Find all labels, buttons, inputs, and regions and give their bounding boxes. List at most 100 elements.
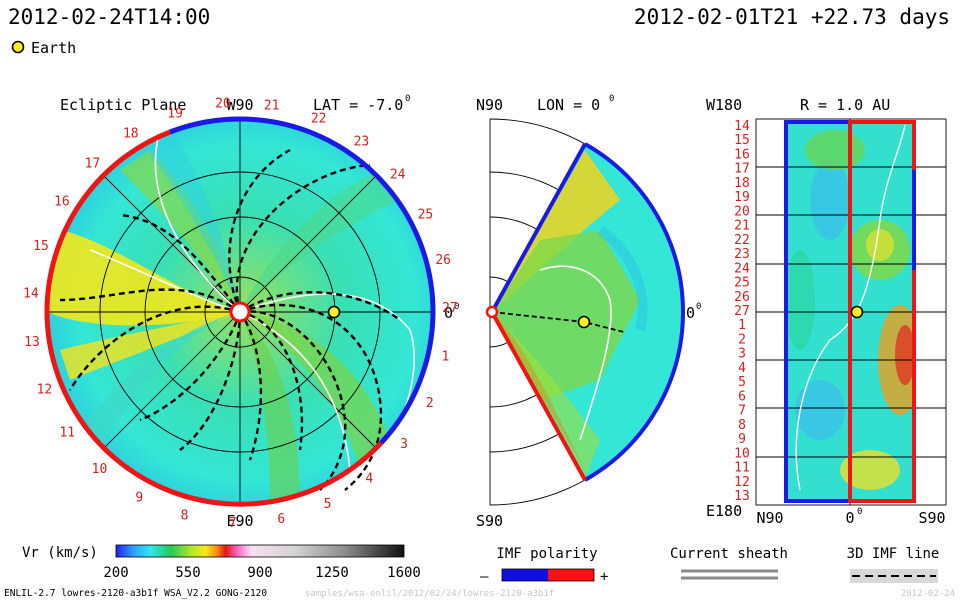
radial-y-label: 7 xyxy=(738,404,746,419)
carrington-number: 22 xyxy=(311,111,327,126)
radial-y-label: 15 xyxy=(734,133,750,148)
carrington-number: 19 xyxy=(167,106,183,121)
carrington-number: 23 xyxy=(354,135,370,150)
carrington-number: 25 xyxy=(418,207,434,222)
radial-y-label: 1 xyxy=(738,318,746,333)
earth-legend-label: Earth xyxy=(31,39,76,57)
radial-panel: W180 R = 1.0 AU E180 xyxy=(706,96,947,527)
current-sheath-legend: Current sheath xyxy=(670,546,788,580)
meridional-south-edge xyxy=(490,311,587,481)
carrington-number: 26 xyxy=(435,253,451,268)
radial-border-positive xyxy=(848,120,916,503)
carrington-number: 7 xyxy=(229,516,237,531)
imf-polarity-label: IMF polarity xyxy=(496,546,597,562)
model-info: ENLIL-2.7 lowres-2120-a3b1f WSA_V2.2 GON… xyxy=(4,588,267,599)
radial-y-label: 19 xyxy=(734,190,750,205)
radial-y-label: 22 xyxy=(734,233,750,248)
radial-y-label: 12 xyxy=(734,475,750,490)
imf-polarity-legend: IMF polarity – + xyxy=(480,546,608,585)
carrington-number: 18 xyxy=(123,127,139,142)
timestamp: 2012-02-24T14:00 xyxy=(8,5,210,29)
e90-label: E90 xyxy=(226,512,253,530)
n90-label: N90 xyxy=(476,96,503,114)
w90-label: W90 xyxy=(226,96,253,114)
radial-y-label: 11 xyxy=(734,461,750,476)
r-label: R = 1.0 AU xyxy=(800,96,890,114)
radial-y-label: 10 xyxy=(734,446,750,461)
imf-line-label: 3D IMF line xyxy=(847,546,940,562)
radial-y-label: 21 xyxy=(734,219,750,234)
carrington-number: 4 xyxy=(365,472,373,487)
colorbar-tick-label: 550 xyxy=(175,565,200,581)
radial-y-label: 9 xyxy=(738,432,746,447)
radial-y-label: 2 xyxy=(738,333,746,348)
faint-path: samples/wsa-enlil/2012/02/24/lowres-2120… xyxy=(305,589,554,599)
colorbar-label: Vr (km/s) xyxy=(22,545,98,561)
carrington-number: 1 xyxy=(441,350,449,365)
colorbar-gradient xyxy=(115,544,405,558)
carrington-number: 9 xyxy=(135,490,143,505)
ecliptic-outer-ring-negative xyxy=(239,116,436,313)
radial-y-label: 26 xyxy=(734,290,750,305)
carrington-number: 21 xyxy=(264,98,280,113)
radial-y-label: 6 xyxy=(738,389,746,404)
carrington-number: 24 xyxy=(390,167,406,182)
meridional-current-sheath xyxy=(539,265,612,441)
radial-y-label: 17 xyxy=(734,162,750,177)
radial-x-degree-sup: 0 xyxy=(857,507,862,517)
radial-y-label: 20 xyxy=(734,204,750,219)
radial-y-label: 23 xyxy=(734,247,750,262)
lat-degree-sup: 0 xyxy=(405,94,410,104)
meridional-outer-edge xyxy=(584,142,685,482)
polarity-swatch-frame xyxy=(501,568,595,582)
w180-label: W180 xyxy=(706,96,742,114)
meridional-zero-sup: 0 xyxy=(696,302,701,312)
ecliptic-panel: Ecliptic Plane LAT = -7.0 0 W90 E90 0 0 xyxy=(23,94,459,531)
meridional-north-edge xyxy=(490,143,587,313)
ecliptic-title: Ecliptic Plane xyxy=(60,96,186,114)
earth-legend-icon xyxy=(11,40,25,54)
carrington-number: 17 xyxy=(85,157,101,172)
ecliptic-zero-label: 0 xyxy=(444,304,453,322)
lon-degree-sup: 0 xyxy=(609,94,614,104)
polarity-negative-swatch xyxy=(502,569,548,581)
carrington-number: 13 xyxy=(24,335,40,350)
run-info: 2012-02-01T21 +22.73 days xyxy=(634,5,950,29)
carrington-number: 11 xyxy=(59,425,75,440)
carrington-number: 20 xyxy=(215,97,231,112)
carrington-number: 3 xyxy=(400,437,408,452)
radial-y-label: 27 xyxy=(734,304,750,319)
earth-marker-ecliptic xyxy=(327,305,341,319)
colorbar: Vr (km/s) 200 550 900 1250 1600 xyxy=(22,544,421,581)
earth-marker-meridional xyxy=(577,315,591,329)
radial-y-label: 24 xyxy=(734,261,750,276)
colorbar-tick-label: 1600 xyxy=(387,565,421,581)
meridional-vr-field xyxy=(492,144,683,480)
ecliptic-outer-ring-positive xyxy=(44,311,383,507)
carrington-number: 14 xyxy=(23,287,39,302)
radial-y-label: 4 xyxy=(738,361,746,376)
radial-y-label: 8 xyxy=(738,418,746,433)
radial-y-labels: 1415161718192021222324252627123456789101… xyxy=(734,119,750,504)
colorbar-tick-label: 1250 xyxy=(315,565,349,581)
colorbar-tick-label: 200 xyxy=(103,565,128,581)
ecliptic-outer-ring-negative-3 xyxy=(169,116,241,135)
radial-y-label: 25 xyxy=(734,276,750,291)
polarity-minus: – xyxy=(480,569,489,585)
ecliptic-imf-lines xyxy=(59,148,401,491)
radial-x-label: S90 xyxy=(918,509,945,527)
imf-line-legend: 3D IMF line xyxy=(847,546,940,583)
radial-x-label: N90 xyxy=(756,509,783,527)
earth-marker-radial xyxy=(850,305,864,319)
carrington-number: 8 xyxy=(181,509,189,524)
colorbar-ticks: 200 550 900 1250 1600 xyxy=(103,565,421,581)
current-sheath-label: Current sheath xyxy=(670,546,788,562)
colorbar-tick-label: 900 xyxy=(247,565,272,581)
polarity-positive-swatch xyxy=(548,569,594,581)
radial-x-labels: N90 0 S90 0 xyxy=(756,507,945,527)
lat-label: LAT = -7.0 xyxy=(313,96,403,114)
radial-y-label: 13 xyxy=(734,489,750,504)
